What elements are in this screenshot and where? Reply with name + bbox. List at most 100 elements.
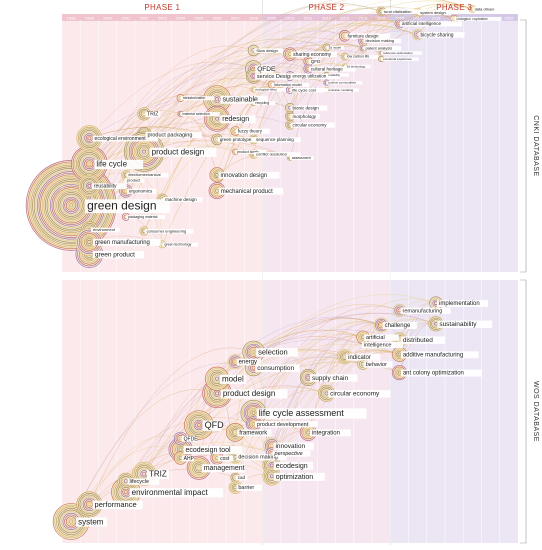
keyword-label-box	[236, 358, 261, 366]
node-ring	[140, 148, 148, 156]
node-ring	[123, 479, 128, 484]
keyword-label-box	[220, 95, 268, 104]
keyword-label-box	[364, 334, 399, 341]
node-ring	[87, 239, 92, 244]
keyword-label-box	[92, 250, 145, 259]
node-ring	[59, 193, 83, 217]
keyword-label: green product	[95, 251, 135, 258]
keyword-label-box	[85, 199, 170, 214]
keyword-label-box	[418, 10, 452, 16]
keyword-link	[289, 65, 345, 158]
keyword-link	[89, 435, 181, 505]
year-tick-label: 2007	[231, 16, 241, 21]
keyword-label-box	[290, 105, 328, 111]
keyword-label-box	[255, 364, 300, 372]
keyword-label: ecological environment	[95, 136, 147, 142]
keyword-label-box	[220, 115, 256, 124]
keyword-label-box	[218, 171, 280, 179]
keyword-label-box	[363, 361, 393, 368]
keyword-link	[180, 318, 382, 450]
phase-label: PHASE 3	[436, 3, 472, 12]
keyword-label-box	[235, 149, 267, 154]
keyword-label: consumer engineering	[147, 228, 187, 233]
keyword-label: product design	[152, 147, 204, 156]
keyword-label: ecodesign tool	[185, 447, 231, 454]
keyword-label: implementation	[439, 301, 480, 307]
keyword-label: sequence planning	[256, 137, 294, 142]
year-tick-label: 2003	[158, 16, 168, 21]
keyword-label-box	[326, 88, 359, 92]
keyword-label-box	[400, 369, 483, 377]
keyword-link	[253, 305, 400, 413]
keyword-label-box	[271, 82, 310, 87]
keyword-label: decision making	[365, 38, 394, 43]
node-ring	[215, 376, 220, 381]
node-ring	[138, 146, 150, 157]
node-ring	[306, 375, 311, 380]
node-ring	[123, 490, 128, 495]
node-ring	[87, 183, 92, 188]
keyword-label: biological inspiration	[456, 17, 488, 21]
keyword-label: recycling	[255, 101, 269, 105]
keyword-label-box	[290, 114, 320, 120]
keyword-link	[216, 30, 345, 100]
node-ring	[196, 423, 201, 428]
keyword-label-box	[472, 6, 502, 12]
phase-label: PHASE 2	[309, 3, 345, 12]
node-ring	[196, 465, 201, 470]
keyword-label: product family	[237, 150, 259, 154]
keyword-link	[216, 313, 436, 394]
keyword-label: ecodesign	[276, 463, 308, 470]
node-ring	[57, 192, 85, 219]
keyword-label-box	[254, 421, 318, 428]
keyword-label: reusability	[94, 184, 117, 190]
year-tick-label: 2010	[286, 16, 296, 21]
node-ring	[178, 447, 183, 452]
year-band	[62, 14, 263, 21]
keyword-link	[253, 16, 400, 69]
keyword-label-box	[253, 101, 276, 106]
keyword-label: fuzzy theory	[238, 128, 263, 133]
node-ring	[69, 203, 74, 208]
year-tick-label: 2000	[103, 16, 113, 21]
database-label: CNKI DATABASE	[532, 115, 539, 176]
year-tick-label: 2017	[413, 16, 423, 21]
node-ring	[233, 430, 238, 435]
keyword-link	[308, 298, 436, 378]
keyword-label: life cycle	[96, 160, 127, 169]
keyword-label: indicator	[348, 355, 371, 361]
keyword-label-box	[418, 32, 465, 38]
keyword-node	[186, 455, 211, 480]
keyword-node	[204, 366, 230, 391]
keyword-label-box	[254, 152, 301, 157]
keyword-label: ergonomics	[129, 189, 153, 194]
keyword-label: sustainable	[223, 97, 259, 104]
keyword-link	[216, 59, 309, 191]
year-tick-label: 2012	[322, 16, 332, 21]
keyword-label-box	[345, 33, 390, 39]
keyword-label: furniture design	[348, 33, 380, 38]
keyword-label-box	[254, 73, 303, 80]
keyword-label-box	[326, 81, 363, 85]
keyword-label: reference optimization	[383, 51, 413, 55]
keyword-link	[289, 6, 418, 55]
keyword-label: innovation design	[220, 173, 267, 179]
keyword-label-box	[400, 336, 445, 344]
year-tick-label: 2013	[340, 16, 350, 21]
keyword-node	[137, 107, 151, 121]
keyword-label: 3d technology	[347, 64, 366, 68]
keyword-label: conflict resolution	[256, 152, 287, 157]
keyword-label: model	[222, 375, 244, 384]
year-tick-label: 2022	[504, 16, 514, 21]
keyword-label: green technology	[165, 243, 192, 247]
keyword-label-box	[183, 445, 243, 455]
keyword-label-box	[218, 187, 284, 195]
keyword-label: energy utilization	[293, 74, 327, 79]
node-ring	[69, 519, 74, 524]
keyword-label: QFD	[311, 59, 321, 64]
node-ring	[306, 430, 311, 435]
keyword-label: framework	[239, 431, 268, 437]
keyword-label: intelligence	[364, 342, 392, 348]
keyword-label: electromechanical	[128, 172, 160, 177]
